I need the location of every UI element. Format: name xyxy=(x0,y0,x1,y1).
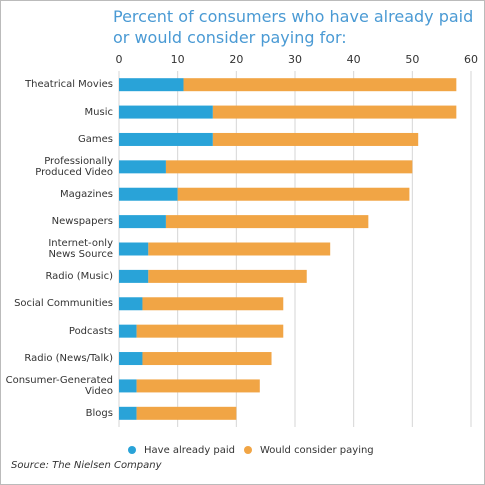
bar-segment xyxy=(142,297,284,311)
bar-segment xyxy=(119,269,149,283)
bar-segment xyxy=(148,242,331,256)
bar-segment xyxy=(212,132,419,146)
legend-marker xyxy=(128,446,136,454)
legend-label: Would consider paying xyxy=(260,445,374,456)
bar-segment xyxy=(183,78,457,92)
y-tick-label: Professionally Produced Video xyxy=(35,155,113,178)
y-tick-label: Podcasts xyxy=(68,325,113,337)
x-tick-label: 30 xyxy=(288,53,302,66)
bar-segment xyxy=(119,297,143,311)
bar-segment xyxy=(177,187,410,201)
bar-segment xyxy=(119,215,166,229)
x-tick-label: 20 xyxy=(229,53,243,66)
bar-segment xyxy=(136,379,260,393)
y-tick-label: Social Communities xyxy=(14,298,113,310)
y-tick-label: Theatrical Movies xyxy=(25,79,113,91)
bar-segment xyxy=(119,324,137,338)
y-tick-label: Radio (News/Talk) xyxy=(24,353,113,365)
bar-segment xyxy=(136,324,284,338)
bar-segment xyxy=(136,406,237,420)
y-tick-label: Consumer-Generated Video xyxy=(5,374,113,397)
bar-segment xyxy=(119,379,137,393)
chart-title: Percent of consumers who have already pa… xyxy=(113,7,474,47)
source: Source: The Nielsen Company xyxy=(11,460,162,471)
bar-segment xyxy=(212,105,457,119)
x-tick-label: 60 xyxy=(464,53,478,66)
bar-segment xyxy=(119,132,213,146)
bar-segment xyxy=(119,105,213,119)
bar-segment xyxy=(165,160,413,174)
bar-segment xyxy=(119,406,137,420)
x-tick-label: 40 xyxy=(347,53,361,66)
y-tick-label: Music xyxy=(84,106,113,118)
bar-segment xyxy=(119,242,149,256)
bar-segment xyxy=(119,352,143,366)
bar-segment xyxy=(119,78,184,92)
x-tick-label: 10 xyxy=(171,53,185,66)
bar-segment xyxy=(165,215,369,229)
legend-marker xyxy=(244,446,252,454)
y-tick-label: Magazines xyxy=(60,188,113,200)
x-tick-label: 50 xyxy=(405,53,419,66)
x-tick-label: 0 xyxy=(116,53,123,66)
bar-segment xyxy=(119,187,178,201)
bar-segment xyxy=(119,160,166,174)
y-tick-label: Newspapers xyxy=(51,216,113,228)
legend-label: Have already paid xyxy=(144,445,235,456)
y-tick-label: Internet-only News Source xyxy=(48,238,113,260)
y-tick-label: Blogs xyxy=(85,407,113,419)
bar-segment xyxy=(142,352,272,366)
bar-segment xyxy=(148,269,307,283)
y-tick-label: Radio (Music) xyxy=(45,270,113,282)
y-tick-label: Games xyxy=(78,133,113,145)
